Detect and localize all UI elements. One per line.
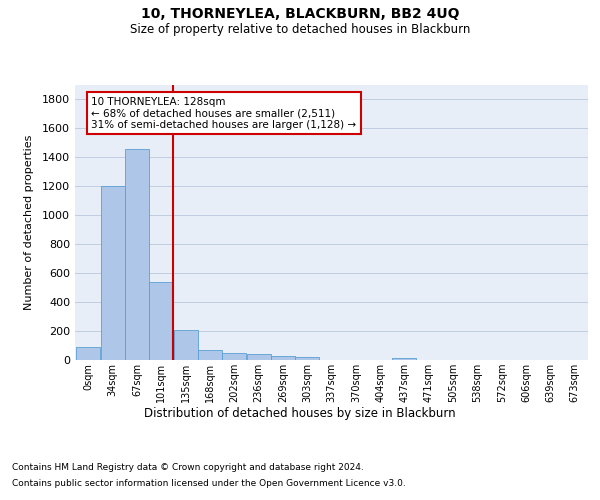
Bar bbox=[222, 353, 246, 360]
Text: Contains public sector information licensed under the Open Government Licence v3: Contains public sector information licen… bbox=[12, 478, 406, 488]
Text: 10 THORNEYLEA: 128sqm
← 68% of detached houses are smaller (2,511)
31% of semi-d: 10 THORNEYLEA: 128sqm ← 68% of detached … bbox=[91, 96, 356, 130]
Bar bbox=[295, 357, 319, 360]
Bar bbox=[271, 356, 295, 360]
Bar bbox=[101, 186, 125, 360]
Bar bbox=[392, 358, 416, 360]
Bar bbox=[76, 347, 100, 360]
Text: Size of property relative to detached houses in Blackburn: Size of property relative to detached ho… bbox=[130, 22, 470, 36]
Text: Contains HM Land Registry data © Crown copyright and database right 2024.: Contains HM Land Registry data © Crown c… bbox=[12, 464, 364, 472]
Y-axis label: Number of detached properties: Number of detached properties bbox=[23, 135, 34, 310]
Bar bbox=[247, 354, 271, 360]
Bar bbox=[198, 350, 222, 360]
Text: Distribution of detached houses by size in Blackburn: Distribution of detached houses by size … bbox=[144, 408, 456, 420]
Bar bbox=[173, 330, 197, 360]
Bar bbox=[125, 148, 149, 360]
Text: 10, THORNEYLEA, BLACKBURN, BB2 4UQ: 10, THORNEYLEA, BLACKBURN, BB2 4UQ bbox=[141, 8, 459, 22]
Bar bbox=[149, 282, 173, 360]
